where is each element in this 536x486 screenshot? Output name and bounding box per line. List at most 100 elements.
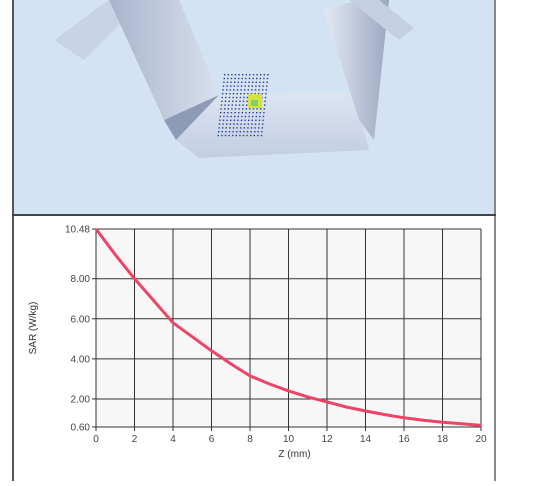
grid-dot [231, 108, 232, 109]
grid-dot [219, 120, 220, 121]
grid-dot [255, 85, 256, 86]
phantom-scan-svg [14, 0, 494, 214]
grid-dot [220, 112, 221, 113]
grid-dot [263, 116, 264, 117]
grid-dot [252, 120, 253, 121]
grid-dot [267, 78, 268, 79]
grid-dot [264, 108, 265, 109]
y-tick-label: 0.60 [71, 423, 91, 434]
grid-dot [235, 74, 236, 75]
grid-dot [262, 89, 263, 90]
grid-dot [218, 135, 219, 136]
grid-dot [237, 120, 238, 121]
grid-dot [235, 108, 236, 109]
grid-dot [226, 123, 227, 124]
grid-dot [247, 97, 248, 98]
grid-dot [263, 112, 264, 113]
grid-dot [228, 108, 229, 109]
x-axis-label: Z (mm) [278, 449, 310, 460]
grid-dot [261, 131, 262, 132]
grid-dot [234, 120, 235, 121]
grid-dot [262, 123, 263, 124]
grid-dot [260, 74, 261, 75]
grid-dot [226, 127, 227, 128]
grid-dot [234, 112, 235, 113]
grid-dot [248, 85, 249, 86]
grid-dot [239, 104, 240, 105]
grid-dot [258, 127, 259, 128]
grid-dot [239, 101, 240, 102]
grid-dot [238, 78, 239, 79]
y-axis-label: SAR (W/kg) [28, 302, 39, 355]
grid-dot [239, 135, 240, 136]
grid-dot [247, 127, 248, 128]
grid-dot [241, 82, 242, 83]
grid-dot [232, 101, 233, 102]
grid-dot [237, 123, 238, 124]
grid-dot [264, 101, 265, 102]
x-tick-label: 14 [360, 434, 372, 445]
grid-dot [228, 101, 229, 102]
grid-dot [227, 82, 228, 83]
y-tick-label: 10.48 [65, 225, 90, 236]
grid-dot [225, 131, 226, 132]
grid-dot [244, 93, 245, 94]
grid-dot [222, 97, 223, 98]
grid-dot [242, 74, 243, 75]
grid-dot [244, 127, 245, 128]
sar-z-scan-chart: 0 2 4 6 8 10 12 14 16 18 20 0.60 2.00 4.00 6.00 8.00 10.… [14, 216, 494, 481]
grid-dot [241, 116, 242, 117]
grid-dot [234, 85, 235, 86]
grid-dot [248, 123, 249, 124]
grid-dot [252, 116, 253, 117]
x-tick-label: 12 [321, 434, 333, 445]
grid-dot [259, 82, 260, 83]
grid-dot [245, 78, 246, 79]
grid-dot [244, 85, 245, 86]
grid-dot [235, 104, 236, 105]
chart-svg: 0 2 4 6 8 10 12 14 16 18 200.602.004.006.008.0010.… [14, 216, 494, 481]
sar-hotspot-core [251, 100, 258, 106]
grid-dot [260, 108, 261, 109]
y-tick-label: 4.00 [71, 354, 91, 365]
grid-dot [242, 104, 243, 105]
grid-dot [249, 112, 250, 113]
grid-dot [241, 120, 242, 121]
grid-dot [221, 101, 222, 102]
x-tick-label: 16 [398, 434, 410, 445]
grid-dot [238, 82, 239, 83]
grid-dot [238, 74, 239, 75]
grid-dot [224, 78, 225, 79]
grid-dot [224, 74, 225, 75]
grid-dot [249, 108, 250, 109]
grid-dot [260, 78, 261, 79]
grid-dot [231, 78, 232, 79]
grid-dot [233, 93, 234, 94]
grid-dot [259, 120, 260, 121]
grid-dot [252, 112, 253, 113]
grid-dot [243, 101, 244, 102]
grid-dot [236, 97, 237, 98]
grid-dot [240, 97, 241, 98]
grid-dot [224, 112, 225, 113]
grid-dot [243, 97, 244, 98]
grid-dot [232, 97, 233, 98]
grid-dot [227, 116, 228, 117]
grid-dot [245, 116, 246, 117]
grid-dot [231, 112, 232, 113]
grid-dot [231, 74, 232, 75]
grid-dot [233, 123, 234, 124]
grid-dot [265, 97, 266, 98]
grid-dot [258, 131, 259, 132]
grid-dot [229, 127, 230, 128]
grid-dot [228, 74, 229, 75]
grid-dot [262, 127, 263, 128]
grid-dot [252, 82, 253, 83]
panel-border-right [494, 0, 496, 481]
grid-dot [243, 131, 244, 132]
x-tick-label: 10 [283, 434, 295, 445]
grid-dot [258, 89, 259, 90]
grid-dot [253, 108, 254, 109]
grid-dot [230, 123, 231, 124]
